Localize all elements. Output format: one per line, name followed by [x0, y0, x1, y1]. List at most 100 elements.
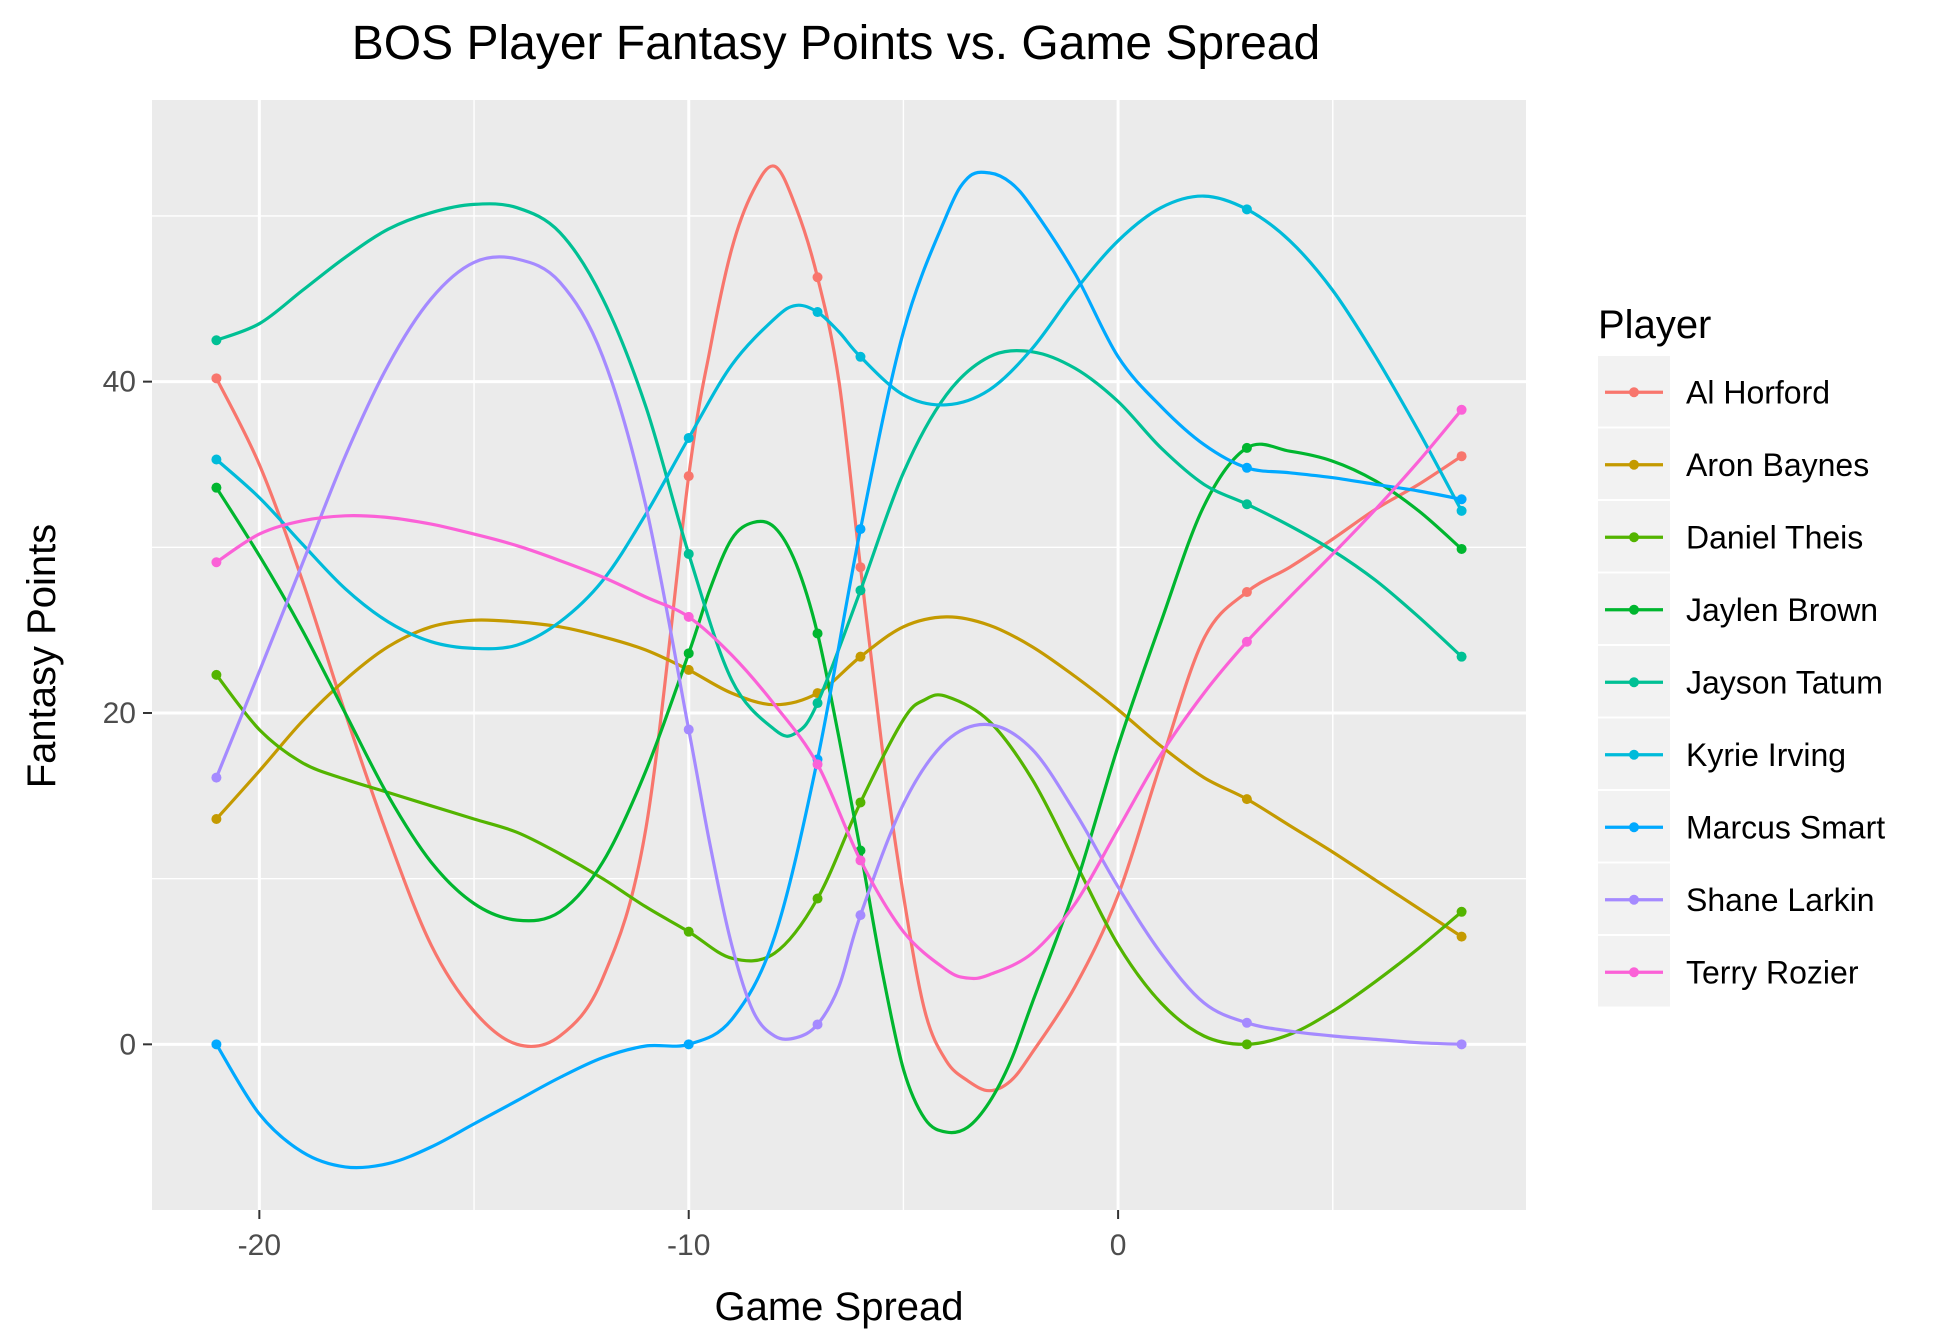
legend-label: Al Horford — [1686, 374, 1830, 410]
plot-panel — [152, 100, 1526, 1210]
legend-key-point — [1629, 677, 1639, 688]
series-line-jaylen-brown — [214, 442, 1464, 1135]
legend-key-point — [1629, 604, 1639, 615]
data-point-kyrie-irving — [812, 307, 823, 318]
x-axis-title: Game Spread — [714, 1285, 963, 1329]
legend-item-jayson-tatum: Jayson Tatum — [1598, 646, 1883, 717]
legend-item-shane-larkin: Shane Larkin — [1598, 863, 1875, 934]
data-point-terry-rozier — [855, 855, 866, 866]
legend-label: Aron Baynes — [1686, 447, 1869, 483]
data-point-daniel-theis — [1456, 906, 1467, 917]
data-point-daniel-theis — [211, 669, 222, 680]
y-tick-label: 0 — [119, 1028, 136, 1061]
data-point-kyrie-irving — [1456, 505, 1467, 516]
legend-key-point — [1629, 387, 1639, 398]
series-line-al-horford — [214, 164, 1464, 1093]
chart-title: BOS Player Fantasy Points vs. Game Sprea… — [352, 17, 1320, 70]
x-tick-label: -10 — [667, 1229, 710, 1262]
major-gridlines — [152, 100, 1526, 1210]
data-point-jaylen-brown — [1241, 442, 1252, 453]
y-axis: 0 20 40 — [103, 366, 152, 1061]
legend-label: Kyrie Irving — [1686, 737, 1846, 773]
series-shane-larkin — [211, 255, 1467, 1050]
data-point-jaylen-brown — [812, 628, 823, 639]
data-point-daniel-theis — [855, 797, 866, 808]
data-point-terry-rozier — [683, 611, 694, 622]
data-point-shane-larkin — [683, 724, 694, 735]
data-point-daniel-theis — [1241, 1039, 1252, 1050]
legend-label: Terry Rozier — [1686, 954, 1859, 990]
series-line-jayson-tatum — [214, 202, 1464, 738]
legend-item-daniel-theis: Daniel Theis — [1598, 501, 1863, 572]
data-point-terry-rozier — [1456, 404, 1467, 415]
legend-key-point — [1629, 532, 1639, 543]
legend-key-point — [1629, 894, 1639, 905]
data-point-marcus-smart — [1241, 462, 1252, 473]
data-point-shane-larkin — [855, 910, 866, 921]
data-point-shane-larkin — [1241, 1017, 1252, 1028]
data-point-daniel-theis — [683, 926, 694, 937]
legend-label: Jaylen Brown — [1686, 592, 1878, 628]
data-point-marcus-smart — [1456, 494, 1467, 505]
data-point-al-horford — [683, 471, 694, 482]
series-daniel-theis — [211, 669, 1467, 1050]
legend-item-terry-rozier: Terry Rozier — [1598, 936, 1859, 1007]
series-line-kyrie-irving — [214, 194, 1464, 651]
data-point-al-horford — [855, 562, 866, 573]
data-point-jaylen-brown — [211, 482, 222, 493]
series-line-daniel-theis — [214, 673, 1464, 1046]
data-point-al-horford — [812, 272, 823, 283]
data-point-shane-larkin — [211, 772, 222, 783]
data-point-marcus-smart — [855, 524, 866, 535]
legend: Player Al Horford Aron Baynes Daniel Theis… — [1598, 303, 1885, 1007]
data-point-terry-rozier — [211, 557, 222, 568]
data-point-jaylen-brown — [683, 648, 694, 659]
data-point-jayson-tatum — [855, 585, 866, 596]
data-point-kyrie-irving — [683, 432, 694, 443]
legend-title: Player — [1598, 303, 1711, 347]
data-point-aron-baynes — [683, 664, 694, 675]
data-point-jayson-tatum — [812, 698, 823, 709]
legend-key-point — [1629, 967, 1639, 978]
data-point-jayson-tatum — [1456, 651, 1467, 662]
legend-key-point — [1629, 749, 1639, 760]
data-point-terry-rozier — [812, 759, 823, 770]
series-line-marcus-smart — [214, 170, 1464, 1170]
data-point-terry-rozier — [1241, 636, 1252, 647]
data-point-jaylen-brown — [1456, 543, 1467, 554]
series-jaylen-brown — [211, 442, 1467, 1135]
data-point-daniel-theis — [812, 893, 823, 904]
data-point-aron-baynes — [1241, 794, 1252, 805]
legend-item-marcus-smart: Marcus Smart — [1598, 791, 1885, 862]
data-point-al-horford — [1241, 587, 1252, 598]
data-point-shane-larkin — [1456, 1039, 1467, 1050]
data-point-aron-baynes — [211, 814, 222, 825]
legend-item-jaylen-brown: Jaylen Brown — [1598, 573, 1878, 644]
x-tick-label: -20 — [238, 1229, 281, 1262]
legend-item-al-horford: Al Horford — [1598, 356, 1830, 427]
legend-label: Jayson Tatum — [1686, 664, 1883, 700]
data-point-jayson-tatum — [211, 335, 222, 346]
x-tick-label: 0 — [1110, 1229, 1127, 1262]
data-point-kyrie-irving — [211, 454, 222, 465]
data-point-shane-larkin — [812, 1019, 823, 1030]
legend-label: Daniel Theis — [1686, 519, 1863, 555]
y-axis-title: Fantasy Points — [20, 524, 64, 789]
data-point-kyrie-irving — [1241, 204, 1252, 215]
series-terry-rozier — [211, 404, 1467, 981]
legend-key-point — [1629, 459, 1639, 470]
y-tick-label: 40 — [103, 366, 136, 399]
series-marcus-smart — [211, 170, 1467, 1170]
series-kyrie-irving — [211, 194, 1467, 651]
data-point-al-horford — [211, 373, 222, 384]
series-layer — [211, 164, 1467, 1170]
legend-item-aron-baynes: Aron Baynes — [1598, 428, 1869, 499]
data-point-aron-baynes — [1456, 931, 1467, 942]
legend-label: Shane Larkin — [1686, 882, 1875, 918]
data-point-aron-baynes — [855, 651, 866, 662]
legend-label: Marcus Smart — [1686, 809, 1885, 845]
data-point-kyrie-irving — [855, 351, 866, 362]
legend-key-point — [1629, 822, 1639, 833]
data-point-marcus-smart — [211, 1039, 222, 1050]
